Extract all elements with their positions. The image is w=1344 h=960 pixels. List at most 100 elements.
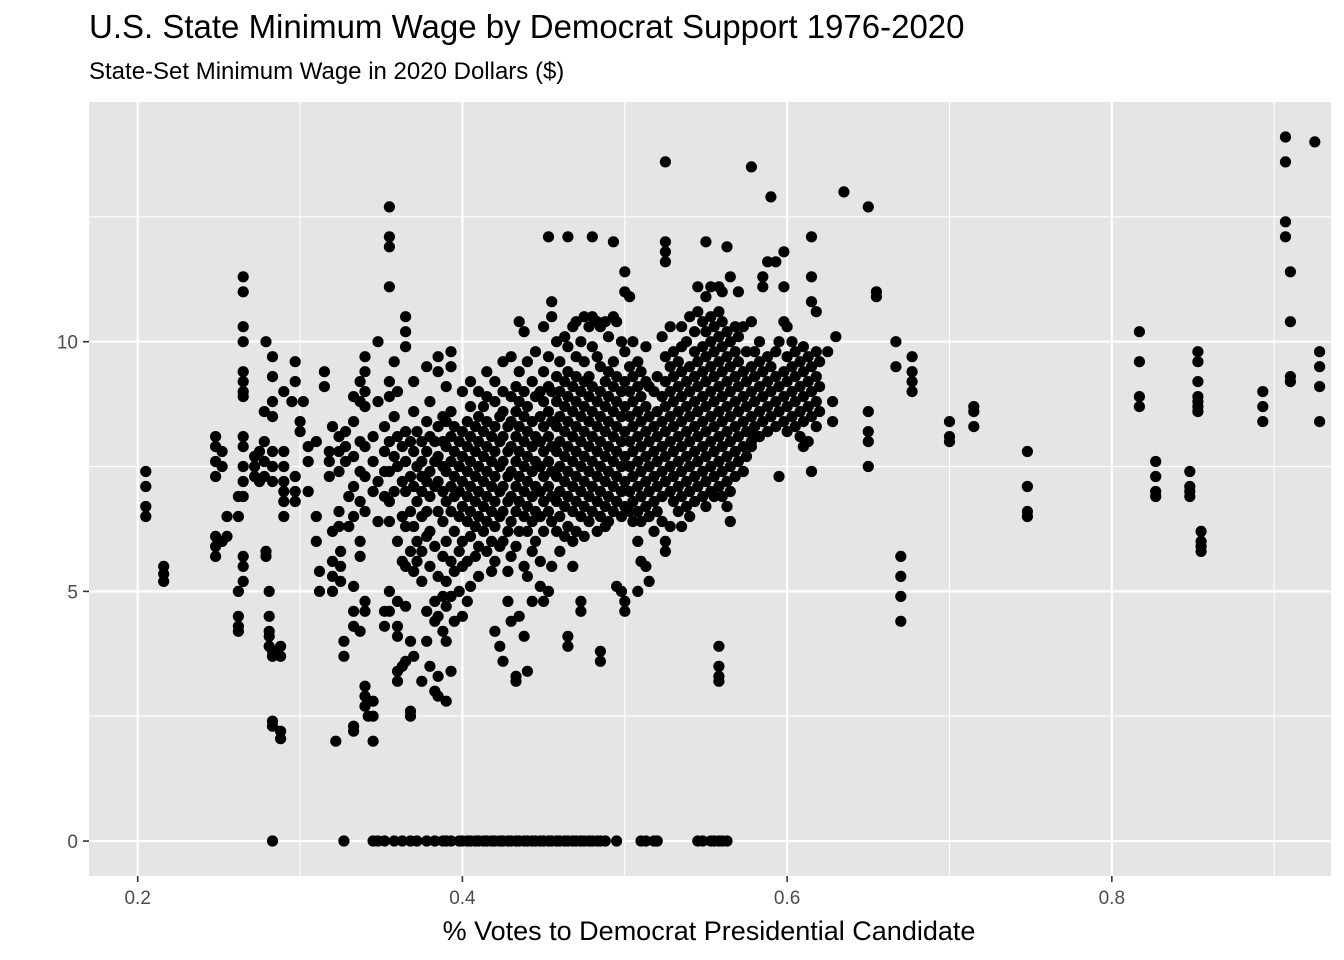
data-point bbox=[570, 445, 582, 458]
data-point bbox=[692, 281, 704, 293]
data-point bbox=[429, 835, 441, 847]
data-point bbox=[624, 460, 636, 473]
data-point bbox=[562, 520, 574, 533]
data-point bbox=[635, 391, 647, 403]
data-point bbox=[640, 835, 652, 847]
data-point bbox=[1192, 376, 1204, 388]
data-point bbox=[968, 406, 980, 418]
data-point bbox=[562, 441, 574, 453]
data-point bbox=[781, 321, 793, 333]
data-point bbox=[708, 470, 720, 483]
data-point bbox=[786, 411, 798, 423]
data-point bbox=[505, 441, 517, 453]
x-axis-title: % Votes to Democrat Presidential Candida… bbox=[443, 916, 976, 946]
data-point bbox=[716, 366, 728, 378]
data-point bbox=[624, 361, 636, 373]
data-point bbox=[440, 416, 452, 428]
data-point bbox=[232, 620, 244, 632]
data-point bbox=[1314, 381, 1326, 393]
data-point bbox=[708, 371, 720, 383]
data-point bbox=[594, 386, 607, 398]
data-point bbox=[611, 470, 623, 483]
data-point bbox=[326, 421, 339, 433]
data-point bbox=[404, 545, 417, 558]
data-point bbox=[607, 381, 620, 393]
data-point bbox=[805, 361, 818, 373]
data-point bbox=[221, 530, 233, 543]
data-point bbox=[326, 555, 339, 568]
data-point bbox=[538, 321, 550, 333]
data-point bbox=[627, 336, 639, 348]
data-point bbox=[510, 505, 522, 518]
data-point bbox=[1284, 266, 1296, 278]
data-point bbox=[378, 835, 391, 847]
data-point bbox=[437, 515, 449, 528]
data-point bbox=[1133, 326, 1145, 338]
x-tick-label: 0.4 bbox=[449, 888, 476, 909]
data-point bbox=[575, 411, 587, 423]
data-point bbox=[534, 555, 546, 568]
data-point bbox=[546, 515, 558, 528]
data-point bbox=[237, 431, 249, 443]
data-point bbox=[802, 436, 814, 448]
data-point bbox=[551, 445, 563, 458]
data-point bbox=[416, 436, 428, 448]
data-point bbox=[278, 445, 290, 458]
data-point bbox=[383, 231, 395, 243]
data-point bbox=[408, 480, 420, 493]
data-point bbox=[672, 406, 684, 418]
data-point bbox=[359, 351, 371, 363]
data-point bbox=[713, 480, 725, 493]
data-point bbox=[656, 465, 668, 478]
data-point bbox=[786, 361, 798, 373]
data-point bbox=[383, 201, 395, 213]
data-point bbox=[372, 515, 384, 528]
x-tick-label: 0.2 bbox=[124, 888, 150, 909]
data-point bbox=[140, 480, 152, 493]
data-point bbox=[594, 411, 607, 423]
data-point bbox=[526, 545, 538, 558]
data-point bbox=[624, 291, 636, 303]
data-point bbox=[505, 351, 517, 363]
data-point bbox=[497, 535, 509, 548]
data-point bbox=[578, 311, 590, 323]
data-point bbox=[502, 525, 514, 538]
data-point bbox=[753, 431, 766, 443]
data-point bbox=[562, 366, 574, 378]
data-point bbox=[383, 465, 395, 478]
data-point bbox=[586, 431, 598, 443]
data-point bbox=[323, 470, 335, 483]
data-point bbox=[789, 346, 801, 358]
data-point bbox=[745, 161, 758, 173]
data-point bbox=[591, 525, 603, 538]
data-point bbox=[521, 500, 534, 513]
data-point bbox=[757, 281, 769, 293]
data-point bbox=[421, 605, 433, 617]
data-point bbox=[383, 281, 395, 293]
data-point bbox=[575, 595, 587, 608]
data-point bbox=[1257, 416, 1269, 428]
data-point bbox=[258, 470, 270, 483]
data-point bbox=[689, 371, 701, 383]
data-point bbox=[697, 835, 709, 847]
data-point bbox=[619, 346, 631, 358]
data-point bbox=[794, 431, 806, 443]
data-point bbox=[518, 630, 530, 642]
data-point bbox=[578, 401, 590, 413]
data-point bbox=[740, 376, 753, 388]
data-point bbox=[391, 535, 404, 548]
data-point bbox=[838, 186, 850, 198]
data-point bbox=[497, 386, 509, 398]
data-point bbox=[615, 386, 628, 398]
data-point bbox=[534, 411, 546, 423]
data-point bbox=[551, 525, 563, 538]
data-point bbox=[656, 490, 668, 503]
data-point bbox=[781, 351, 793, 363]
data-point bbox=[429, 436, 441, 448]
data-point bbox=[348, 450, 360, 463]
data-point bbox=[570, 495, 582, 508]
data-point bbox=[697, 366, 709, 378]
data-point bbox=[263, 585, 275, 598]
data-point bbox=[330, 735, 342, 747]
data-point bbox=[367, 695, 379, 707]
